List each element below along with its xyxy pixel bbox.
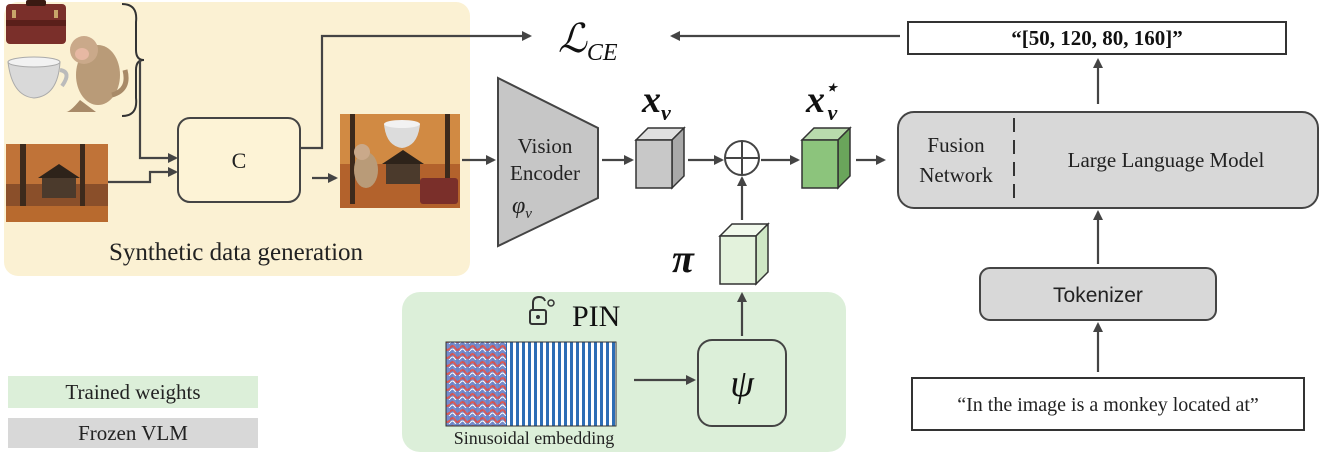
legend-frozen-label: Frozen VLM	[78, 421, 188, 445]
tokenizer-label: Tokenizer	[1053, 284, 1143, 307]
suitcase-image	[6, 0, 66, 44]
legend-trained-label: Trained weights	[65, 380, 200, 404]
llm-label: Large Language Model	[1068, 148, 1265, 172]
xv-star-cube	[800, 126, 852, 190]
prompt-box	[911, 377, 1305, 431]
forest-image	[6, 144, 108, 222]
xv-label: xv	[641, 79, 671, 125]
legend-trained-swatch	[8, 376, 258, 408]
embedding-label: Sinusoidal embedding	[454, 428, 615, 448]
composite-image	[340, 114, 460, 208]
encoder-line2: Encoder	[510, 161, 580, 185]
compose-label: C	[232, 148, 247, 173]
encoder-line1: Vision	[518, 134, 573, 158]
sinusoidal-embedding-image	[445, 341, 617, 427]
psi-box	[697, 339, 787, 427]
output-box	[907, 21, 1287, 55]
psi-label: ψ	[730, 363, 755, 405]
xv-star-label: x⋆ v	[805, 77, 839, 125]
tokenizer-box	[979, 267, 1217, 321]
add-operator	[724, 140, 760, 176]
pi-cube	[718, 222, 770, 286]
cup-image	[7, 56, 69, 99]
loss-label: ℒCE	[558, 16, 618, 66]
pin-title: PIN	[572, 300, 620, 333]
vision-encoder-shape	[497, 76, 599, 248]
arrows	[108, 31, 1103, 385]
brace	[121, 3, 145, 117]
fusion-line1: Fusion	[927, 133, 985, 157]
xv-cube	[634, 126, 686, 190]
encoder-param: φv	[512, 193, 532, 222]
llm-box	[897, 111, 1319, 209]
pi-label: π	[672, 236, 695, 281]
monkey-image	[66, 36, 129, 112]
output-text: “[50, 120, 80, 160]”	[1011, 26, 1183, 50]
fusion-line2: Network	[919, 163, 993, 187]
legend-frozen-swatch	[8, 418, 258, 448]
synthetic-section-label: Synthetic data generation	[109, 239, 364, 266]
compose-box	[177, 117, 301, 203]
unlock-icon	[529, 295, 555, 325]
prompt-text: “In the image is a monkey located at”	[957, 394, 1259, 416]
